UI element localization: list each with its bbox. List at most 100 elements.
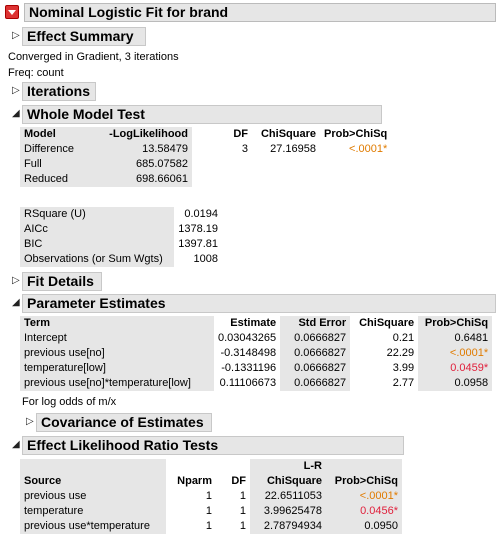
nparm-cell: 1 — [205, 490, 212, 502]
parameter-estimates-table: Term Estimate Std Error ChiSquare Prob>C… — [20, 316, 493, 391]
prob-cell: 0.0459* — [418, 361, 493, 376]
chisq-cell: 22.29 — [386, 347, 415, 359]
term-cell: Intercept — [20, 331, 214, 346]
df-cell: 1 — [239, 520, 246, 532]
stderr-cell: 0.0666827 — [280, 376, 351, 391]
loglik-cell: 13.58479 — [84, 142, 192, 157]
loglik-cell: 698.66061 — [84, 172, 192, 187]
prob-cell: 0.6481 — [418, 331, 493, 346]
prob-cell: <.0001* — [326, 489, 402, 504]
table-row: previous use 1 1 22.6511053 <.0001* — [20, 489, 402, 504]
parameter-estimates-header[interactable]: Parameter Estimates — [22, 294, 496, 313]
disclosure-closed-icon[interactable]: ▷ — [26, 416, 34, 427]
col-header: Std Error — [280, 316, 351, 331]
table-header-row: Model -LogLikelihood DF ChiSquare Prob>C… — [20, 127, 391, 142]
stat-value: 1378.19 — [178, 223, 218, 235]
disclosure-closed-icon[interactable]: ▷ — [12, 85, 20, 96]
whole-model-test-label: Whole Model Test — [27, 106, 145, 122]
effect-lr-tests-header[interactable]: Effect Likelihood Ratio Tests — [22, 436, 404, 455]
report-title-text: Nominal Logistic Fit for brand — [29, 4, 229, 20]
stat-value: 0.0194 — [184, 208, 218, 220]
table-row: previous use[no] -0.3148498 0.0666827 22… — [20, 346, 493, 361]
col-header: Prob>ChiSq — [418, 316, 493, 331]
disclosure-open-icon[interactable]: ◢ — [12, 439, 20, 450]
table-row: Observations (or Sum Wgts) 1008 — [20, 252, 222, 267]
model-cell: Difference — [20, 142, 84, 157]
table-row: Full 685.07582 — [20, 157, 391, 172]
freq-text: Freq: count — [8, 67, 64, 79]
col-header: ChiSquare — [250, 474, 326, 489]
table-header-row: Term Estimate Std Error ChiSquare Prob>C… — [20, 316, 493, 331]
nparm-cell: 1 — [205, 520, 212, 532]
table-row: previous use*temperature 1 1 2.78794934 … — [20, 519, 402, 534]
col-header: Model — [20, 127, 84, 142]
disclosure-closed-icon[interactable]: ▷ — [12, 30, 20, 41]
converged-text: Converged in Gradient, 3 iterations — [8, 51, 179, 63]
df-cell: 1 — [239, 490, 246, 502]
term-cell: temperature[low] — [20, 361, 214, 376]
loglik-cell: 685.07582 — [84, 157, 192, 172]
nparm-cell: 1 — [205, 505, 212, 517]
iterations-label: Iterations — [27, 83, 91, 99]
covariance-label: Covariance of Estimates — [41, 414, 204, 430]
effect-summary-header[interactable]: Effect Summary — [22, 27, 146, 46]
chisq-cell: 2.77 — [392, 377, 415, 389]
estimate-cell: -0.3148498 — [220, 347, 277, 359]
col-header: Term — [20, 316, 214, 331]
term-cell: previous use[no]*temperature[low] — [20, 376, 214, 391]
iterations-header[interactable]: Iterations — [22, 82, 96, 101]
source-cell: temperature — [20, 504, 166, 519]
log-odds-note: For log odds of m/x — [22, 396, 117, 408]
fit-stats-table: RSquare (U) 0.0194 AICc 1378.19 BIC 1397… — [20, 207, 222, 267]
df-cell: 3 — [241, 143, 248, 155]
stat-label: AICc — [20, 222, 174, 237]
source-cell: previous use*temperature — [20, 519, 166, 534]
prob-cell: 0.0456* — [326, 504, 402, 519]
fit-details-label: Fit Details — [27, 273, 94, 289]
stderr-cell: 0.0666827 — [280, 361, 351, 376]
prob-cell: 0.0958 — [418, 376, 493, 391]
table-row: AICc 1378.19 — [20, 222, 222, 237]
col-header: ChiSquare — [260, 128, 316, 140]
table-row: temperature 1 1 3.99625478 0.0456* — [20, 504, 402, 519]
stat-label: BIC — [20, 237, 174, 252]
table-row: RSquare (U) 0.0194 — [20, 207, 222, 222]
prob-cell: <.0001* — [418, 346, 493, 361]
chisq-cell: 3.99625478 — [250, 504, 326, 519]
model-cell: Reduced — [20, 172, 84, 187]
effect-lr-table: L-R Source Nparm DF ChiSquare Prob>ChiSq… — [20, 459, 402, 534]
stat-label: Observations (or Sum Wgts) — [20, 252, 174, 267]
table-row: Intercept 0.03043265 0.0666827 0.21 0.64… — [20, 331, 493, 346]
disclosure-closed-icon[interactable]: ▷ — [12, 275, 20, 286]
table-row: Reduced 698.66061 — [20, 172, 391, 187]
effect-summary-label: Effect Summary — [27, 28, 134, 44]
table-header-row: Source Nparm DF ChiSquare Prob>ChiSq — [20, 474, 402, 489]
col-header: DF — [233, 128, 248, 140]
stat-value: 1008 — [193, 253, 218, 265]
red-triangle-menu-icon[interactable] — [5, 5, 19, 19]
col-header: -LogLikelihood — [84, 127, 192, 142]
chisq-cell: 0.21 — [392, 332, 415, 344]
disclosure-open-icon[interactable]: ◢ — [12, 297, 20, 308]
col-header: ChiSquare — [359, 317, 415, 329]
stat-label: RSquare (U) — [20, 207, 174, 222]
report-title[interactable]: Nominal Logistic Fit for brand — [24, 3, 496, 22]
term-cell: previous use[no] — [20, 346, 214, 361]
estimate-cell: -0.1331196 — [221, 362, 277, 374]
estimate-cell: 0.03043265 — [218, 332, 277, 344]
chisq-cell: 2.78794934 — [250, 519, 326, 534]
col-header: Prob>ChiSq — [326, 474, 402, 489]
estimate-cell: 0.11106673 — [219, 377, 277, 389]
model-cell: Full — [20, 157, 84, 172]
chisq-cell: 3.99 — [392, 362, 415, 374]
fit-details-header[interactable]: Fit Details — [22, 272, 102, 291]
col-header: DF — [231, 475, 246, 487]
prob-cell: <.0001* — [349, 143, 388, 155]
col-header: Source — [20, 474, 166, 489]
disclosure-open-icon[interactable]: ◢ — [12, 108, 20, 119]
col-header: Prob>ChiSq — [324, 128, 388, 140]
covariance-header[interactable]: Covariance of Estimates — [36, 413, 212, 432]
chisq-cell: 27.16958 — [270, 143, 316, 155]
whole-model-test-header[interactable]: Whole Model Test — [22, 105, 382, 124]
df-cell: 1 — [239, 505, 246, 517]
